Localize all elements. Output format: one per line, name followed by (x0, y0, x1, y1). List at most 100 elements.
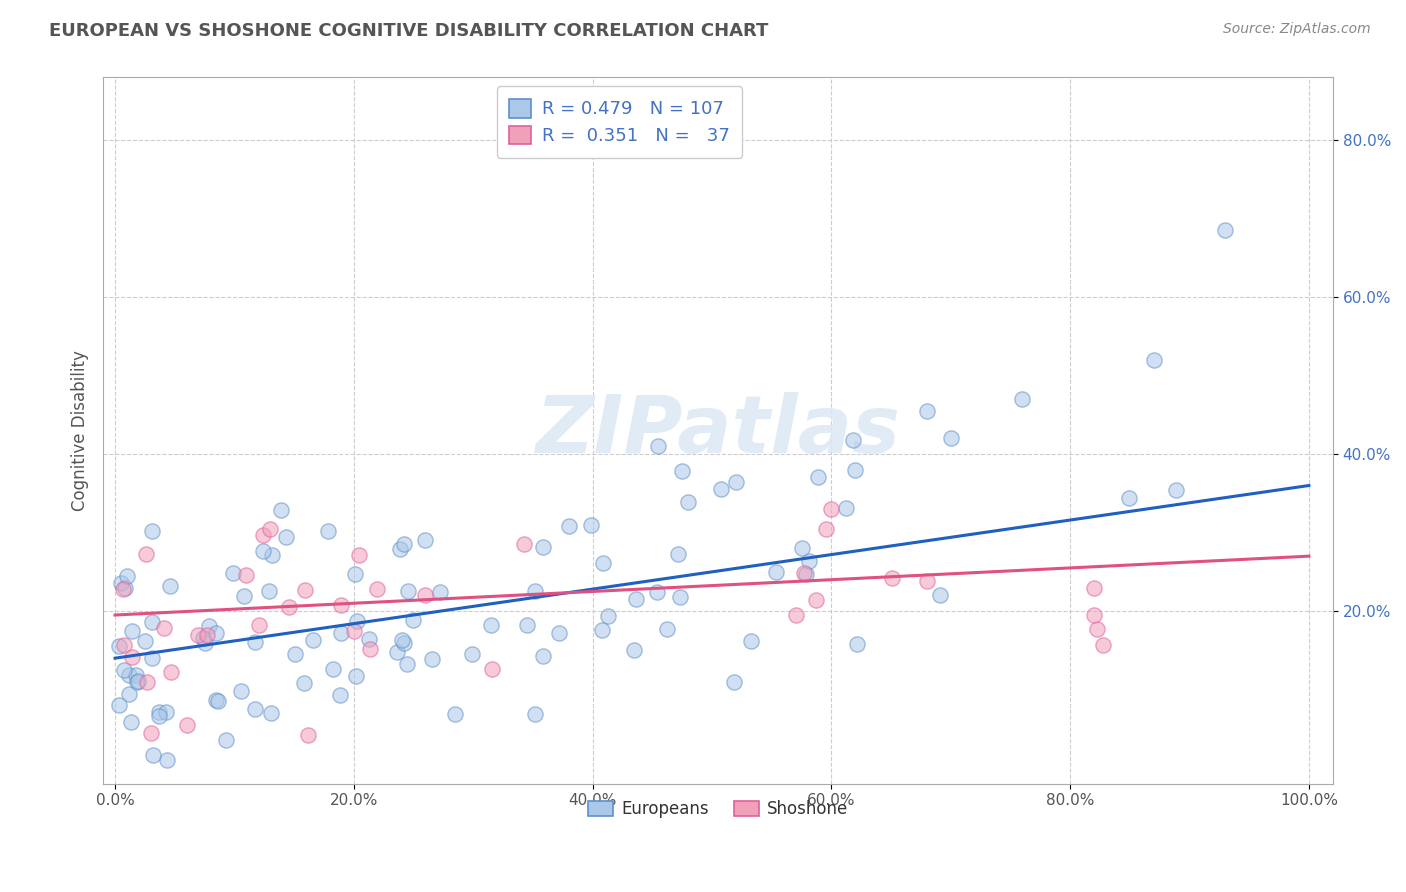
Point (235, 567, 257, 582)
Point (124, 668, 146, 682)
Point (127, 674, 149, 689)
Point (134, 633, 156, 648)
Point (316, 524, 339, 538)
Point (343, 624, 366, 638)
Point (322, 662, 344, 676)
Point (1092, 638, 1115, 652)
Point (262, 548, 284, 562)
Point (429, 585, 451, 599)
Point (413, 588, 436, 602)
Point (723, 674, 745, 689)
Point (191, 631, 214, 645)
Point (330, 598, 353, 612)
Point (142, 748, 165, 763)
Point (215, 733, 238, 747)
Point (222, 566, 245, 580)
Point (655, 623, 678, 637)
Point (647, 439, 669, 453)
Point (136, 674, 159, 689)
Point (844, 463, 866, 477)
Point (939, 432, 962, 446)
Point (479, 618, 502, 632)
Point (842, 434, 865, 448)
Point (233, 589, 256, 603)
Point (516, 618, 538, 632)
Point (531, 648, 554, 663)
Point (481, 663, 503, 677)
Point (205, 626, 228, 640)
Legend: Europeans, Shoshone: Europeans, Shoshone (581, 794, 855, 825)
Point (347, 549, 370, 563)
Point (523, 707, 546, 722)
Point (579, 517, 602, 532)
Point (592, 556, 614, 570)
Point (915, 404, 938, 418)
Point (392, 636, 415, 650)
Point (820, 502, 842, 516)
Point (135, 547, 157, 561)
Point (807, 470, 830, 484)
Point (207, 693, 229, 707)
Point (156, 753, 179, 767)
Point (402, 613, 425, 627)
Point (139, 725, 162, 739)
Point (329, 688, 352, 702)
Point (420, 652, 443, 666)
Point (110, 575, 132, 590)
Point (357, 632, 380, 647)
Point (671, 465, 693, 479)
Point (297, 728, 319, 742)
Point (194, 636, 217, 650)
Point (882, 571, 904, 585)
Point (533, 541, 555, 555)
Point (392, 537, 415, 551)
Point (846, 636, 869, 650)
Point (112, 638, 135, 652)
Point (159, 579, 181, 593)
Point (252, 528, 274, 542)
Point (118, 687, 141, 701)
Point (247, 618, 270, 632)
Point (302, 633, 325, 648)
Point (391, 632, 413, 647)
Point (765, 566, 787, 580)
Point (276, 530, 298, 544)
Point (141, 524, 163, 538)
Point (108, 698, 131, 712)
Point (245, 635, 267, 649)
Point (513, 537, 536, 551)
Point (292, 676, 315, 690)
Point (799, 554, 821, 568)
Point (198, 619, 221, 633)
Point (815, 522, 838, 536)
Point (524, 583, 547, 598)
Point (284, 647, 307, 661)
Text: ZIPatlas: ZIPatlas (536, 392, 900, 469)
Point (152, 621, 174, 635)
Y-axis label: Cognitive Disability: Cognitive Disability (72, 351, 89, 511)
Text: Source: ZipAtlas.com: Source: ZipAtlas.com (1223, 22, 1371, 37)
Point (793, 566, 815, 581)
Point (548, 625, 571, 640)
Point (160, 665, 183, 679)
Point (112, 664, 135, 678)
Point (346, 615, 368, 629)
Point (141, 615, 163, 629)
Point (1164, 483, 1187, 497)
Point (724, 475, 747, 489)
Point (591, 623, 613, 637)
Point (626, 592, 648, 607)
Point (461, 648, 484, 662)
Point (115, 568, 138, 582)
Point (187, 628, 209, 642)
Point (278, 600, 301, 615)
Point (148, 705, 170, 719)
Point (676, 494, 699, 508)
Point (359, 641, 381, 656)
Point (229, 684, 252, 698)
Point (270, 502, 292, 516)
Point (294, 583, 316, 598)
Point (1083, 581, 1105, 595)
Point (260, 706, 283, 720)
Point (804, 593, 827, 607)
